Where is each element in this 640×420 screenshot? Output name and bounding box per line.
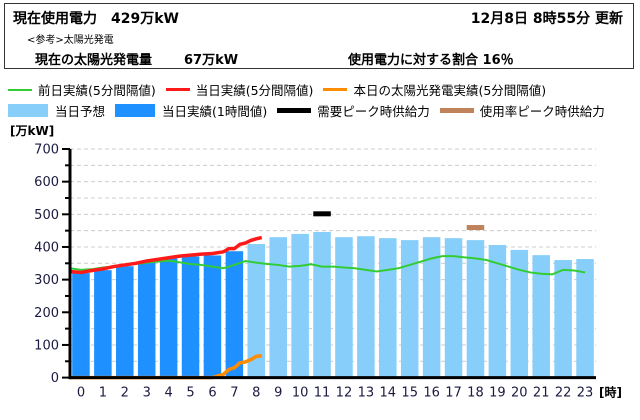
bar <box>225 251 244 378</box>
x-tick-label: 3 <box>143 386 151 401</box>
bar <box>116 266 134 378</box>
x-tick-label: 9 <box>274 386 282 401</box>
bar <box>159 258 178 378</box>
legend-item-today-5min: 当日実績(5分間隔値) <box>165 80 314 99</box>
y-tick-label: 500 <box>34 208 59 223</box>
peak-marker <box>466 225 485 231</box>
solar-ratio: 使用電力に対する割合 16％ <box>348 53 514 68</box>
solar-value: 67万kW <box>184 53 239 68</box>
bar <box>181 256 200 378</box>
bar <box>72 273 90 378</box>
bar <box>379 238 397 378</box>
legend-label: 使用率ピーク時供給力 <box>479 104 605 119</box>
peak-marker <box>313 211 331 217</box>
legend-item-solar: 本日の太陽光発電実績(5分間隔値) <box>323 80 546 99</box>
y-tick-label: 600 <box>34 175 59 190</box>
solar-label: 現在の太陽光発電量 <box>35 53 153 68</box>
y-tick-label: 200 <box>34 306 59 321</box>
x-tick-label: 18 <box>467 386 484 401</box>
reference-label: <参考>太陽光発電 <box>27 35 114 46</box>
bar <box>269 237 287 378</box>
x-tick-label: 13 <box>358 386 375 401</box>
legend-row-2: 当日予想 当日実績(1時間値) 需要ピーク時供給力 使用率ピーク時供給力 <box>8 101 615 120</box>
y-tick-label: 300 <box>34 273 59 288</box>
bar <box>313 231 331 378</box>
current-usage-value: 429万kW <box>111 11 179 27</box>
bar <box>488 245 507 378</box>
legend-label: 需要ピーク時供給力 <box>317 104 430 119</box>
x-tick-label: 5 <box>186 386 194 401</box>
light-blue-box-icon <box>8 104 48 117</box>
y-axis-label: [万kW] <box>10 124 54 138</box>
x-axis-label: [時] <box>599 385 622 400</box>
current-usage-label: 現在使用電力 <box>13 11 97 27</box>
legend-label: 当日実績(1時間値) <box>162 104 268 119</box>
x-tick-label: 19 <box>489 386 506 401</box>
bar <box>94 270 112 378</box>
x-tick-label: 7 <box>230 386 238 401</box>
x-tick-label: 6 <box>208 386 216 401</box>
series-line <box>69 235 263 275</box>
legend-item-usage-peak: 使用率ピーク時供給力 <box>439 101 605 120</box>
x-tick-label: 12 <box>336 386 353 401</box>
bar <box>576 259 594 378</box>
x-tick-label: 22 <box>555 386 572 401</box>
x-tick-label: 1 <box>99 386 107 401</box>
green-line-icon <box>8 88 32 91</box>
x-tick-label: 15 <box>401 386 418 401</box>
legend-item-prev-day: 前日実績(5分間隔値) <box>8 80 156 99</box>
x-tick-label: 20 <box>511 386 528 401</box>
legend-item-forecast: 当日予想 <box>8 101 105 120</box>
legend-label: 当日予想 <box>55 104 106 119</box>
x-tick-label: 2 <box>121 386 129 401</box>
x-tick-label: 16 <box>423 386 440 401</box>
series-line <box>69 255 586 276</box>
legend-label: 前日実績(5分間隔値) <box>38 83 156 98</box>
summary-header: 現在使用電力 429万kW 12月8日 8時55分 更新 <参考>太陽光発電 現在… <box>4 3 634 69</box>
bar <box>444 238 463 378</box>
bar <box>466 240 485 378</box>
y-tick-label: 400 <box>34 240 59 255</box>
bar <box>422 237 441 378</box>
bar <box>203 255 222 378</box>
y-tick-label: 0 <box>51 371 59 386</box>
bar <box>400 240 419 378</box>
x-tick-label: 23 <box>577 386 594 401</box>
bar <box>510 249 529 378</box>
y-tick-label: 100 <box>34 338 59 353</box>
x-tick-label: 0 <box>77 386 85 401</box>
bar <box>554 260 572 378</box>
current-usage: 現在使用電力 429万kW <box>13 8 179 28</box>
x-tick-label: 17 <box>445 386 462 401</box>
brown-bar-icon <box>439 108 474 113</box>
legend-item-today-hourly: 当日実績(1時間値) <box>115 101 267 120</box>
bar <box>357 236 375 378</box>
red-line-icon <box>165 88 190 91</box>
x-tick-label: 10 <box>292 386 309 401</box>
x-tick-label: 21 <box>533 386 550 401</box>
legend-row-1: 前日実績(5分間隔値) 当日実績(5分間隔値) 本日の太陽光発電実績(5分間隔値… <box>8 80 556 99</box>
solar-generation: 現在の太陽光発電量 67万kW <box>35 49 238 68</box>
legend-label: 本日の太陽光発電実績(5分間隔値) <box>353 83 547 98</box>
bar <box>291 233 309 378</box>
x-tick-label: 14 <box>380 386 397 401</box>
y-tick-label: 700 <box>34 143 59 158</box>
bar <box>335 237 353 378</box>
x-tick-label: 4 <box>164 386 172 401</box>
update-time: 12月8日 8時55分 更新 <box>470 11 623 27</box>
bar <box>532 255 550 378</box>
legend-label: 当日実績(5分間隔値) <box>195 83 314 98</box>
x-tick-label: 8 <box>252 386 260 401</box>
orange-line-icon <box>323 88 348 91</box>
blue-box-icon <box>115 104 156 117</box>
bar <box>247 244 266 378</box>
black-bar-icon <box>277 108 312 113</box>
bar <box>137 262 156 378</box>
x-tick-label: 11 <box>314 386 331 401</box>
legend-item-demand-peak: 需要ピーク時供給力 <box>277 101 430 120</box>
